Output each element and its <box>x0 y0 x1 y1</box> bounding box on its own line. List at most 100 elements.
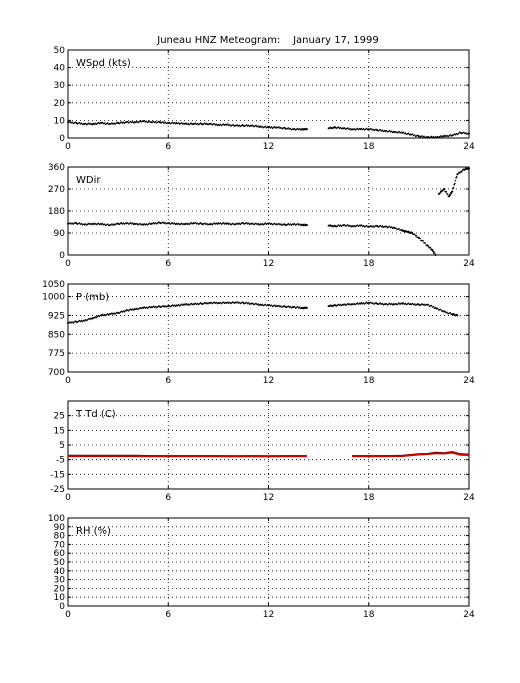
data-point <box>203 122 206 125</box>
data-point <box>407 302 410 305</box>
y-tick-label: 360 <box>48 163 65 173</box>
data-point <box>98 315 101 318</box>
data-point <box>162 304 164 307</box>
data-point <box>196 122 199 125</box>
data-point <box>362 302 365 304</box>
data-point <box>210 301 212 304</box>
data-point <box>329 224 332 226</box>
data-point <box>226 123 229 126</box>
data-point <box>238 301 241 304</box>
data-point <box>112 224 114 226</box>
data-point <box>71 121 73 124</box>
data-point <box>456 133 459 136</box>
data-point <box>177 304 180 306</box>
data-point <box>360 302 363 304</box>
data-point <box>296 127 299 130</box>
data-point <box>232 123 234 126</box>
data-point <box>236 222 238 225</box>
data-point <box>264 222 267 224</box>
data-point <box>103 122 106 124</box>
data-point <box>222 123 225 125</box>
data-point <box>270 222 273 225</box>
x-tick-label: 18 <box>363 259 375 269</box>
data-point <box>402 131 405 134</box>
data-point <box>84 223 87 225</box>
data-point <box>111 122 113 124</box>
data-point <box>164 121 166 124</box>
data-point <box>365 127 368 130</box>
x-tick-label: 0 <box>65 493 71 503</box>
data-point <box>122 222 125 224</box>
y-tick-label: 20 <box>54 99 66 109</box>
data-point <box>238 124 241 127</box>
data-point <box>213 122 215 125</box>
panel-label: P (mb) <box>76 292 109 303</box>
data-point <box>120 222 123 224</box>
data-point <box>126 121 129 123</box>
data-point <box>287 305 290 307</box>
data-point <box>421 135 423 137</box>
data-point <box>90 122 92 125</box>
y-tick-label: 0 <box>59 134 65 144</box>
data-point <box>430 135 433 138</box>
data-point <box>96 315 99 318</box>
y-tick-label: 1000 <box>42 293 65 303</box>
x-tick-label: 24 <box>463 142 475 152</box>
data-point <box>468 167 470 170</box>
data-point <box>349 127 351 130</box>
y-tick-label: 775 <box>48 349 65 359</box>
x-tick-label: 12 <box>263 376 274 386</box>
data-point <box>162 221 164 224</box>
data-point <box>203 301 206 304</box>
data-point <box>213 222 215 224</box>
data-point <box>457 132 460 135</box>
data-point <box>440 135 442 137</box>
y-tick-label: 70 <box>54 540 66 550</box>
data-point <box>213 301 215 303</box>
data-point <box>460 171 463 173</box>
data-point <box>372 225 374 227</box>
data-point <box>337 224 340 226</box>
data-point <box>299 223 301 226</box>
data-point <box>143 223 146 225</box>
data-point <box>255 124 257 127</box>
data-point <box>173 222 176 225</box>
data-point <box>194 221 197 224</box>
data-point <box>261 303 264 306</box>
data-point <box>215 301 218 304</box>
data-point <box>388 302 391 305</box>
data-point <box>439 191 441 194</box>
y-tick-label: 60 <box>54 549 66 559</box>
data-point <box>372 128 374 131</box>
data-point <box>385 225 388 228</box>
data-point <box>164 221 166 224</box>
data-point <box>232 301 234 303</box>
data-point <box>360 127 363 130</box>
data-point <box>455 176 458 178</box>
data-point <box>423 135 425 138</box>
data-point <box>449 194 452 197</box>
data-point <box>349 224 351 227</box>
data-point <box>162 120 164 123</box>
data-point <box>210 222 212 225</box>
data-point <box>80 122 83 125</box>
data-point <box>273 304 276 307</box>
data-point <box>181 222 183 225</box>
data-point <box>424 242 426 244</box>
data-point <box>206 301 208 304</box>
data-point <box>398 302 400 304</box>
series-line <box>352 451 470 458</box>
data-point <box>293 128 296 130</box>
x-tick-label: 12 <box>263 493 274 503</box>
data-point <box>353 224 355 227</box>
x-tick-label: 0 <box>65 259 71 269</box>
data-point <box>123 310 126 313</box>
data-point <box>454 133 457 136</box>
y-tick-label: 30 <box>54 81 66 91</box>
data-point <box>415 234 418 237</box>
data-point <box>131 308 134 310</box>
y-tick-label: 80 <box>54 532 66 542</box>
data-point <box>168 222 171 224</box>
data-point <box>379 302 382 304</box>
data-point <box>88 222 90 225</box>
